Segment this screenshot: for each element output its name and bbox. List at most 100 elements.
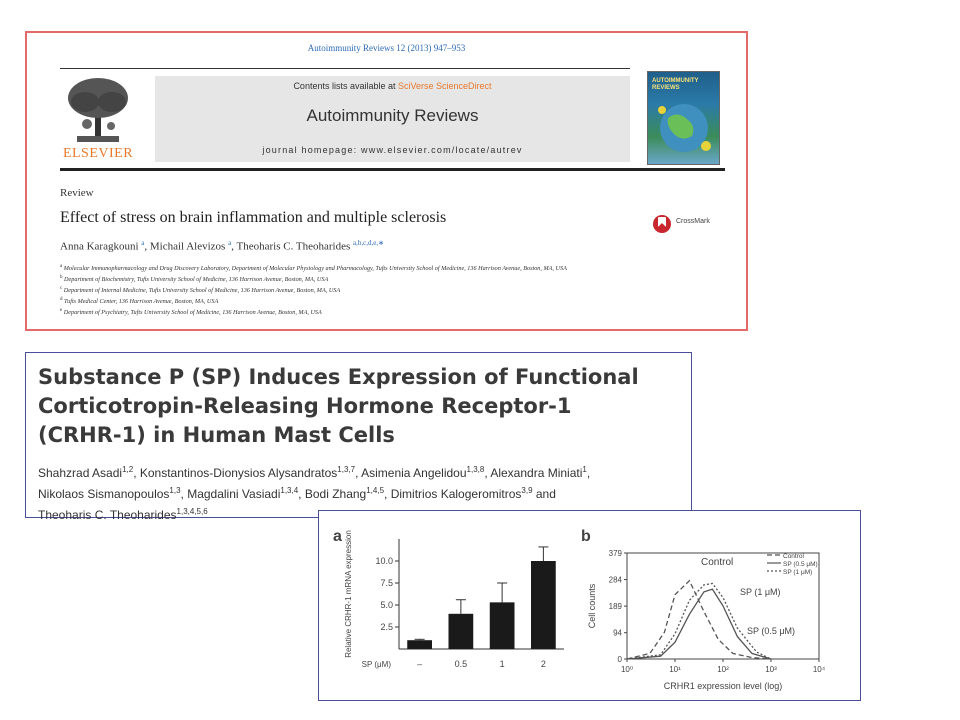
author-affil-mark: 1 (582, 465, 587, 474)
x-tick-label-a: 1 (500, 659, 505, 669)
author-separator: , (231, 240, 237, 253)
journal-banner: Contents lists available at SciVerse Sci… (155, 76, 630, 162)
affiliation-item: e Department of Psychiatry, Tufts Univer… (60, 306, 730, 317)
author-separator: , (384, 487, 391, 501)
curve-annotation: SP (1 μM) (740, 587, 781, 597)
x-tick-label-b: 10² (717, 665, 729, 674)
affiliation-text: Department of Psychiatry, Tufts Universi… (62, 309, 322, 317)
author-name[interactable]: Konstantinos-Dionysios Alysandratos (139, 466, 338, 480)
sp-paper-header: Substance P (SP) Induces Expression of F… (25, 352, 692, 522)
author-affil-mark: 1,4,5 (366, 486, 385, 495)
sp-author-list: Shahzrad Asadi1,2, Konstantinos-Dionysio… (38, 461, 686, 524)
author-separator: , (484, 466, 491, 480)
x-tick-label-a: 0.5 (455, 659, 468, 669)
author-name[interactable]: Nikolaos Sismanopoulos (38, 487, 170, 501)
affiliation-mark: e (60, 308, 63, 314)
x-tick-label-a: – (417, 659, 422, 669)
series-line (626, 579, 772, 660)
panel-label-b: b (581, 528, 591, 545)
x-tick-label-a: 2 (541, 659, 546, 669)
journal-homepage[interactable]: journal homepage: www.elsevier.com/locat… (262, 145, 523, 155)
author-separator: , (586, 466, 591, 480)
elsevier-article-header: Autoimmunity Reviews 12 (2013) 947–953 E… (25, 31, 748, 331)
y-tick-label-a: 5.0 (380, 600, 393, 610)
author-name[interactable]: Magdalini Vasiadi (187, 487, 281, 501)
affiliation-mark: d (60, 297, 63, 303)
sciencedirect-link[interactable]: SciVerse ScienceDirect (398, 81, 492, 91)
author-separator: , (133, 466, 140, 480)
author-affil-mark: a,b,c,d,e,∗ (353, 239, 384, 247)
author-name[interactable]: Anna Karagkouni (60, 240, 142, 253)
author-separator: , (298, 487, 305, 501)
sp-title-line: Corticotropin-Releasing Hormone Receptor… (38, 394, 572, 418)
elsevier-logo: ELSEVIER (57, 76, 139, 162)
affiliation-mark: c (60, 286, 63, 292)
crossmark-label: CrossMark (676, 218, 710, 225)
author-name[interactable]: Theoharis C. Theoharides (236, 240, 354, 253)
affiliation-item: c Department of Internal Medicine, Tufts… (60, 284, 730, 295)
author-name[interactable]: Shahzrad Asadi (38, 466, 123, 480)
y-tick-label-b: 94 (613, 629, 622, 638)
affiliation-mark: b (60, 275, 63, 281)
crossmark-badge[interactable]: CrossMark (652, 211, 732, 237)
bar (489, 602, 515, 649)
x-tick-label-b: 10⁴ (813, 665, 826, 674)
author-list: Anna Karagkouni a, Michail Alevizos a, T… (60, 239, 384, 253)
affiliation-text: Tufts Medical Center, 136 Harrison Avenu… (62, 298, 219, 306)
figure-panel: a 2.5 5.0 7.5 10.0 Relative CRHR-1 mRNA expre… (318, 510, 861, 701)
author-separator: , (180, 487, 188, 501)
journal-cover-image: AUTOIMMUNITY REVIEWS (647, 71, 720, 165)
author-separator: and (532, 487, 556, 501)
sp-title-line: (CRHR-1) in Human Mast Cells (38, 423, 395, 447)
cover-title: AUTOIMMUNITY REVIEWS (652, 78, 699, 92)
curve-annotation: SP (0.5 μM) (747, 626, 795, 636)
y-tick-label-b: 189 (609, 602, 623, 611)
affiliation-text: Molecular Immunopharmacology and Drug Di… (62, 265, 567, 273)
bar (531, 561, 556, 649)
article-type: Review (60, 187, 94, 199)
article-title: Effect of stress on brain inflammation a… (60, 209, 447, 226)
affiliation-list: a Molecular Immunopharmacology and Drug … (60, 262, 730, 317)
journal-citation[interactable]: Autoimmunity Reviews 12 (2013) 947–953 (307, 43, 466, 53)
y-tick-label-b: 284 (609, 576, 623, 585)
x-axis-label-a: SP (μM) (362, 660, 392, 669)
author-name[interactable]: Bodi Zhang (304, 487, 367, 501)
author-affil-mark: 3,9 (521, 486, 533, 495)
bar-chart-a: a 2.5 5.0 7.5 10.0 Relative CRHR-1 mRNA expre… (333, 528, 564, 669)
author-affil-mark: 1,2 (122, 465, 134, 474)
y-tick-label-a: 2.5 (380, 622, 393, 632)
figure-canvas: a 2.5 5.0 7.5 10.0 Relative CRHR-1 mRNA expre… (333, 528, 826, 691)
sp-paper-title: Substance P (SP) Induces Expression of F… (38, 363, 678, 450)
author-separator: , (355, 466, 362, 480)
legend-label: SP (0.5 μM) (783, 561, 818, 568)
author-affil-mark: 1,3,8 (466, 465, 485, 474)
author-affil-mark: a (141, 239, 145, 247)
affiliation-item: a Molecular Immunopharmacology and Drug … (60, 262, 730, 273)
author-name[interactable]: Alexandra Miniati (490, 466, 583, 480)
author-separator: , (144, 240, 150, 253)
series-line (626, 588, 772, 660)
crossmark-icon (653, 215, 671, 233)
author-name[interactable]: Asimenia Angelidou (361, 466, 467, 480)
author-name[interactable]: Theoharis C. Theoharides (38, 508, 177, 522)
y-tick-label-a: 7.5 (380, 578, 393, 588)
author-name[interactable]: Michail Alevizos (149, 240, 229, 253)
panel-label-a: a (333, 528, 342, 545)
bar (448, 613, 474, 649)
legend-label: SP (1 μM) (783, 569, 812, 576)
x-tick-label-b: 10¹ (669, 665, 681, 674)
sp-title-line: Substance P (SP) Induces Expression of F… (38, 365, 639, 389)
curve-annotation: Control (701, 557, 733, 568)
author-affil-mark: 1,3,4,5,6 (176, 507, 208, 516)
x-tick-label-b: 10⁰ (621, 665, 633, 674)
y-tick-label-b: 0 (618, 655, 623, 664)
affiliation-text: Department of Biochemistry, Tufts Univer… (62, 276, 329, 284)
y-axis-label-a: Relative CRHR-1 mRNA expression (344, 530, 353, 658)
author-affil-mark: 1,3,7 (337, 465, 356, 474)
y-tick-label-b: 379 (609, 549, 623, 558)
affiliation-item: d Tufts Medical Center, 136 Harrison Ave… (60, 295, 730, 306)
contents-prefix: Contents lists available at (293, 81, 398, 91)
author-name[interactable]: Dimitrios Kalogeromitros (390, 487, 522, 501)
y-tick-label-a: 10.0 (375, 556, 393, 566)
cover-title-line-2: REVIEWS (652, 85, 680, 91)
